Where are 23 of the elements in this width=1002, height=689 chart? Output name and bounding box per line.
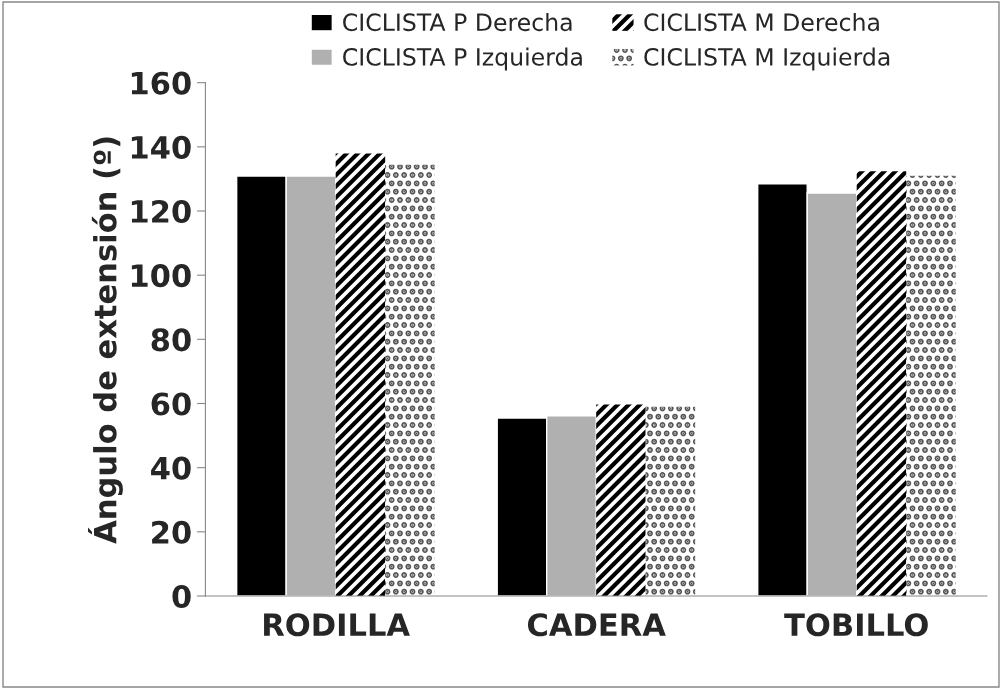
legend-label: CICLISTA M Izquierda	[644, 47, 890, 71]
legend-label: CICLISTA M Derecha	[644, 12, 879, 32]
bar	[645, 406, 696, 596]
y-tick-label: 100	[131, 264, 191, 288]
y-axis-title: Ángulo de extensión (º)	[88, 137, 123, 544]
y-tick-label: 160	[131, 71, 191, 95]
x-tick-label: TOBILLO	[784, 613, 928, 637]
bar	[856, 171, 907, 596]
y-tick-label: 80	[151, 328, 191, 352]
y-tick-label: 120	[131, 199, 191, 224]
legend-label: CICLISTA P Derecha	[343, 12, 572, 32]
bar	[335, 153, 386, 596]
y-tick-label: 40	[151, 456, 191, 480]
x-tick-label: RODILLA	[264, 613, 410, 637]
x-tick-label: CADERA	[527, 613, 666, 637]
bar	[906, 175, 956, 596]
y-tick-label: 140	[131, 135, 191, 159]
y-tick-label: 0	[172, 584, 191, 609]
bar	[596, 404, 646, 596]
y-tick-label: 20	[152, 520, 191, 544]
y-tick-label: 60	[151, 392, 191, 416]
bar	[385, 164, 435, 596]
legend-label: CICLISTA P Izquierda	[343, 47, 582, 71]
